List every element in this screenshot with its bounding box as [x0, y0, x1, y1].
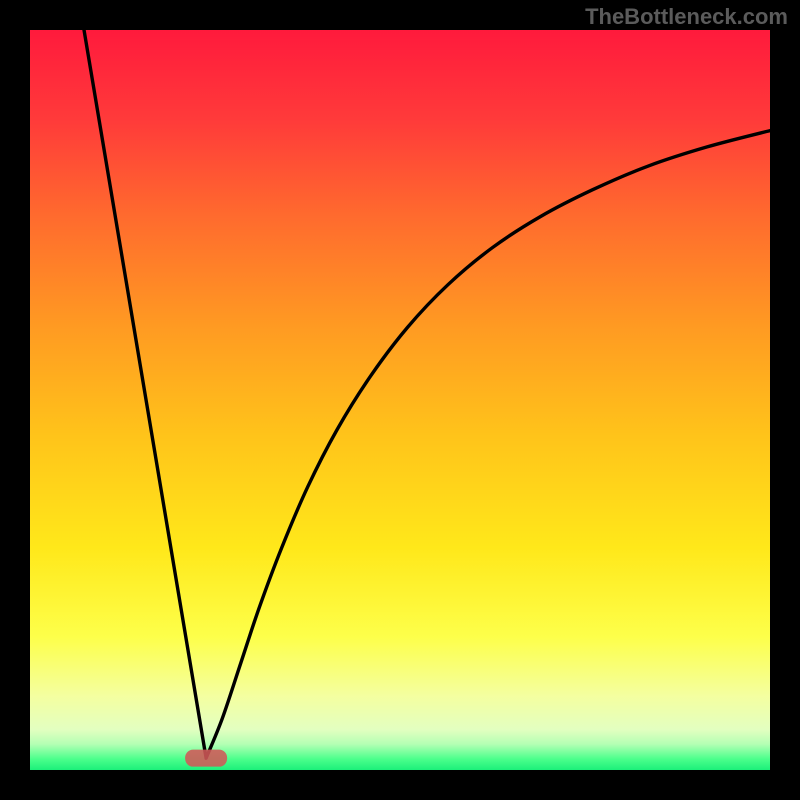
optimal-marker — [185, 750, 227, 767]
bottleneck-chart: TheBottleneck.com — [0, 0, 800, 800]
chart-canvas — [0, 0, 800, 800]
plot-background — [30, 30, 770, 770]
watermark-text: TheBottleneck.com — [585, 4, 788, 30]
